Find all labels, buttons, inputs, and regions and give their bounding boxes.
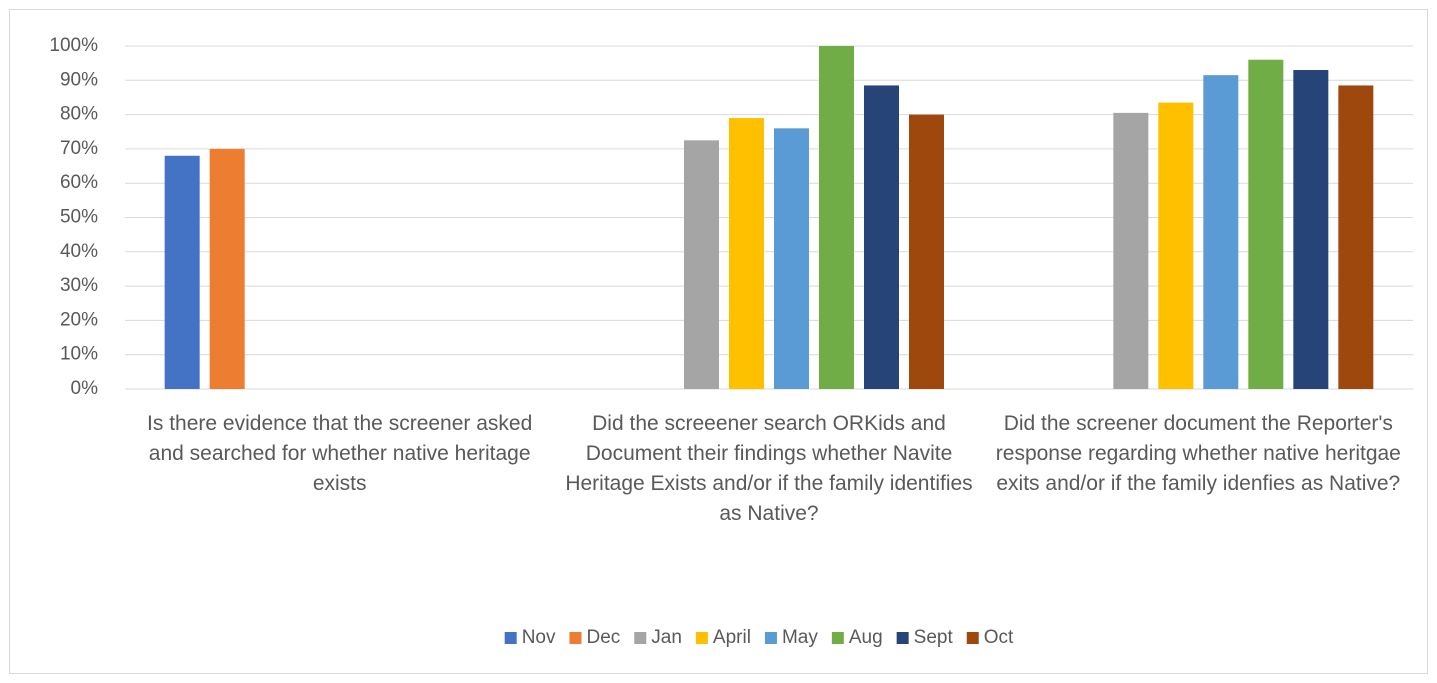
y-tick-label: 10%: [60, 344, 98, 365]
legend-label: Dec: [586, 627, 620, 648]
x-tick-label: Is there evidence that the screener aske…: [147, 412, 533, 495]
bar: [164, 155, 200, 389]
legend-label: May: [782, 627, 818, 648]
legend-swatch: [764, 632, 777, 644]
y-tick-label: 40%: [60, 241, 98, 262]
y-tick-label: 20%: [60, 309, 98, 330]
bar: [684, 140, 719, 389]
legend-label: Jan: [651, 627, 682, 648]
x-tick-label-box: Is there evidence that the screener aske…: [147, 412, 533, 495]
y-tick-label: 90%: [60, 69, 98, 90]
bar: [1158, 102, 1194, 389]
legend-swatch: [504, 632, 517, 644]
bar: [1293, 70, 1329, 389]
y-tick-label: 0%: [71, 378, 99, 399]
bar: [1248, 59, 1284, 389]
legend-swatch: [569, 632, 582, 644]
bar: [1203, 75, 1239, 389]
legend-label: Oct: [984, 627, 1014, 648]
bar: [774, 128, 809, 389]
x-tick-label-box: Did the screeener search ORKids and Docu…: [565, 412, 973, 525]
x-tick-label-box: Did the screener document the Reporter's…: [995, 412, 1401, 495]
legend-label: Sept: [914, 627, 954, 648]
legend-swatch: [896, 632, 909, 644]
legend-label: April: [713, 627, 751, 648]
bar: [1338, 85, 1374, 389]
y-tick-label: 60%: [60, 172, 98, 193]
y-tick-label: 80%: [60, 104, 98, 125]
bar: [209, 148, 245, 389]
bar: [909, 114, 944, 389]
bar: [729, 118, 764, 389]
legend: Nov Dec Jan April May Aug Sept Oct: [504, 627, 1014, 648]
legend-swatch: [695, 632, 708, 644]
y-tick-label: 50%: [60, 207, 98, 228]
legend-label: Aug: [849, 627, 883, 648]
y-tick-label: 100%: [49, 35, 98, 56]
y-tick-label: 30%: [60, 275, 98, 296]
x-tick-label: Did the screener document the Reporter's…: [995, 412, 1401, 495]
legend-swatch: [634, 632, 647, 644]
bar: [1113, 112, 1149, 389]
x-tick-label: Did the screeener search ORKids and Docu…: [565, 412, 973, 525]
y-tick-label: 70%: [60, 138, 98, 159]
legend-label: Nov: [522, 627, 556, 648]
legend-swatch: [831, 632, 844, 644]
bar: [819, 46, 854, 389]
legend-swatch: [966, 632, 979, 644]
bar: [864, 85, 899, 389]
